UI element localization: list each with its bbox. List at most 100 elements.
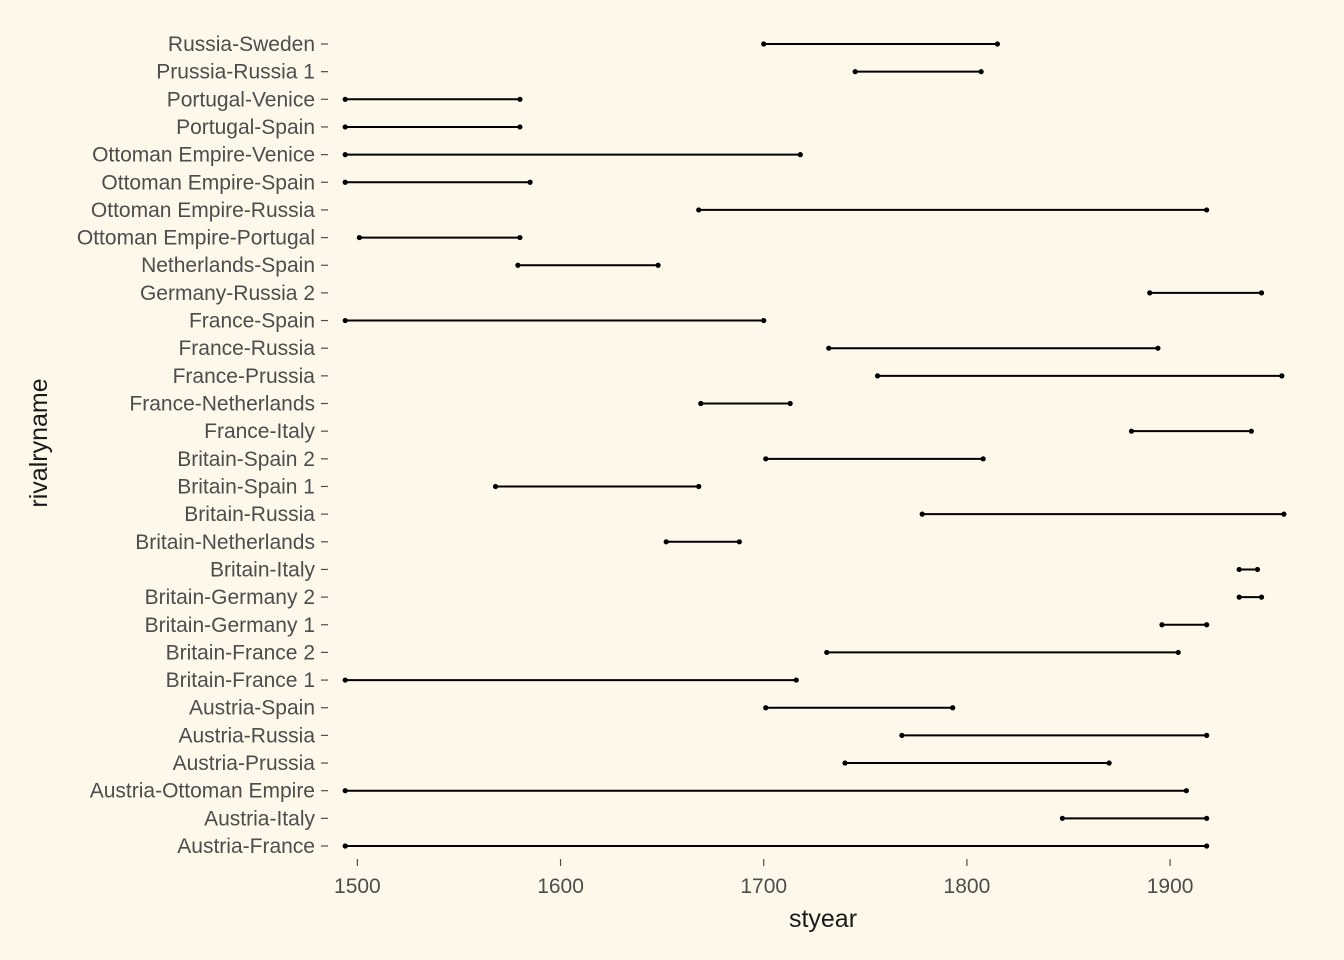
- end-point-portugal-spain: [517, 124, 523, 130]
- y-tick-label-france-italy: France-Italy: [204, 420, 315, 443]
- end-point-britain-italy: [1254, 566, 1261, 573]
- y-tick-label-ottoman-empire-spain: Ottoman Empire-Spain: [101, 171, 315, 194]
- start-point-britain-italy: [1236, 566, 1242, 573]
- y-tick-label-france-prussia: France-Prussia: [173, 365, 316, 388]
- start-point-britain-france-1: [342, 677, 348, 683]
- start-point-austria-ottoman-empire: [342, 788, 348, 794]
- start-point-ottoman-empire-spain: [342, 179, 348, 185]
- start-point-ottoman-empire-venice: [342, 152, 348, 158]
- y-tick-label-france-spain: France-Spain: [189, 310, 315, 333]
- x-tick-label-1600: 1600: [537, 875, 584, 898]
- end-point-britain-germany-2: [1258, 594, 1265, 600]
- x-tick-label-1800: 1800: [944, 875, 991, 898]
- y-axis-title: rivalryname: [25, 378, 53, 507]
- y-tick-label-austria-france: Austria-France: [177, 835, 315, 858]
- start-point-netherlands-spain: [515, 262, 521, 268]
- start-point-britain-france-2: [824, 649, 830, 656]
- end-point-britain-france-1: [793, 677, 799, 683]
- end-point-france-russia: [1155, 345, 1161, 351]
- x-tick-label-1900: 1900: [1147, 875, 1194, 898]
- y-tick-label-austria-russia: Austria-Russia: [178, 724, 315, 747]
- start-point-britain-netherlands: [663, 539, 669, 545]
- start-point-austria-prussia: [842, 760, 848, 766]
- start-point-austria-italy: [1059, 815, 1066, 821]
- end-point-russia-sweden: [994, 41, 1000, 47]
- end-point-britain-russia: [1281, 511, 1287, 517]
- end-point-prussia-russia-1: [978, 69, 984, 75]
- end-point-france-spain: [761, 317, 767, 324]
- y-tick-label-portugal-spain: Portugal-Spain: [176, 116, 315, 139]
- end-point-ottoman-empire-portugal: [517, 234, 523, 241]
- start-point-britain-spain-2: [763, 456, 769, 462]
- start-point-austria-russia: [899, 732, 905, 738]
- start-point-russia-sweden: [761, 41, 767, 47]
- y-tick-label-russia-sweden: Russia-Sweden: [168, 33, 315, 56]
- y-tick-label-austria-ottoman-empire: Austria-Ottoman Empire: [90, 780, 315, 803]
- end-point-germany-russia-2: [1258, 290, 1265, 296]
- y-tick-label-portugal-venice: Portugal-Venice: [167, 88, 315, 111]
- end-point-austria-russia: [1204, 732, 1210, 738]
- start-point-britain-germany-1: [1159, 622, 1165, 628]
- end-point-britain-spain-2: [980, 456, 986, 462]
- y-tick-label-france-netherlands: France-Netherlands: [129, 393, 315, 416]
- y-tick-label-britain-germany-1: Britain-Germany 1: [145, 614, 315, 637]
- x-axis: 1500 1600 1700 1800 1900: [334, 859, 1193, 898]
- start-point-britain-russia: [919, 511, 925, 517]
- y-tick-label-britain-spain-1: Britain-Spain 1: [177, 475, 315, 498]
- end-point-britain-france-2: [1175, 649, 1181, 656]
- start-point-britain-germany-2: [1236, 594, 1242, 600]
- y-tick-label-austria-italy: Austria-Italy: [204, 807, 315, 830]
- start-point-austria-spain: [763, 705, 769, 711]
- end-point-france-italy: [1248, 428, 1254, 434]
- end-point-france-prussia: [1279, 373, 1285, 379]
- y-tick-label-netherlands-spain: Netherlands-Spain: [141, 254, 315, 277]
- end-point-austria-ottoman-empire: [1183, 788, 1189, 794]
- y-tick-label-ottoman-empire-russia: Ottoman Empire-Russia: [91, 199, 315, 222]
- end-point-austria-france: [1204, 843, 1210, 849]
- chart-marks: [342, 41, 1287, 849]
- y-axis: Austria-France Austria-Italy Austria-Ottom…: [77, 33, 328, 858]
- y-tick-label-britain-france-2: Britain-France 2: [166, 641, 315, 664]
- y-tick-label-britain-france-1: Britain-France 1: [166, 669, 315, 692]
- end-point-austria-spain: [950, 705, 956, 711]
- start-point-britain-spain-1: [492, 483, 499, 490]
- y-tick-label-britain-italy: Britain-Italy: [210, 558, 316, 581]
- y-tick-label-britain-spain-2: Britain-Spain 2: [177, 448, 315, 471]
- end-point-ottoman-empire-venice: [797, 152, 803, 158]
- start-point-ottoman-empire-portugal: [356, 234, 363, 241]
- start-point-france-prussia: [874, 373, 881, 379]
- start-point-portugal-spain: [342, 124, 348, 130]
- start-point-austria-france: [342, 843, 348, 849]
- start-point-france-netherlands: [698, 400, 704, 407]
- y-tick-label-austria-spain: Austria-Spain: [189, 697, 315, 720]
- end-point-ottoman-empire-russia: [1204, 207, 1210, 213]
- y-tick-label-ottoman-empire-venice: Ottoman Empire-Venice: [92, 144, 315, 167]
- y-tick-label-germany-russia-2: Germany-Russia 2: [140, 282, 315, 305]
- end-point-austria-italy: [1204, 815, 1210, 821]
- start-point-france-spain: [342, 317, 348, 324]
- y-tick-label-britain-russia: Britain-Russia: [184, 503, 315, 526]
- end-point-britain-spain-1: [696, 483, 702, 490]
- start-point-france-russia: [826, 345, 832, 351]
- y-tick-label-britain-germany-2: Britain-Germany 2: [145, 586, 315, 609]
- start-point-ottoman-empire-russia: [696, 207, 702, 213]
- end-point-britain-netherlands: [736, 539, 742, 545]
- end-point-france-netherlands: [787, 400, 793, 407]
- end-point-portugal-venice: [517, 96, 523, 102]
- start-point-germany-russia-2: [1147, 290, 1153, 296]
- x-tick-label-1700: 1700: [740, 875, 787, 898]
- y-tick-label-austria-prussia: Austria-Prussia: [173, 752, 316, 775]
- x-tick-label-1500: 1500: [334, 875, 381, 898]
- y-tick-label-ottoman-empire-portugal: Ottoman Empire-Portugal: [77, 227, 315, 250]
- y-tick-label-france-russia: France-Russia: [178, 337, 315, 360]
- end-point-ottoman-empire-spain: [527, 179, 533, 185]
- end-point-austria-prussia: [1106, 760, 1112, 766]
- y-tick-label-prussia-russia-1: Prussia-Russia 1: [156, 61, 315, 84]
- start-point-france-italy: [1128, 428, 1135, 434]
- end-point-netherlands-spain: [655, 262, 661, 268]
- start-point-prussia-russia-1: [852, 69, 858, 75]
- y-tick-label-britain-netherlands: Britain-Netherlands: [135, 531, 315, 554]
- start-point-portugal-venice: [342, 96, 348, 102]
- end-point-britain-germany-1: [1204, 622, 1210, 628]
